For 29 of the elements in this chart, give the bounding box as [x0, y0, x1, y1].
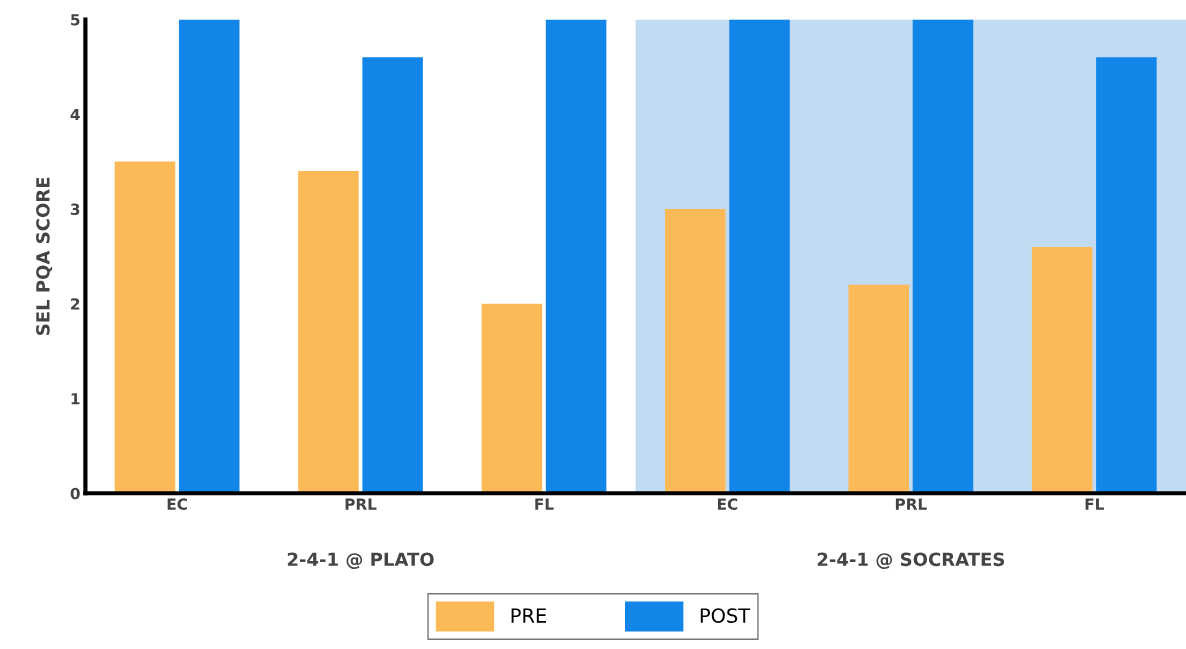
bar	[178, 19, 240, 494]
x-tick-label: FL	[1085, 498, 1104, 510]
y-axis-title: SEL PQA SCORE	[36, 177, 53, 335]
y-tick-label: 5	[71, 14, 80, 26]
x-tick-label: PRL	[345, 498, 377, 510]
y-tick-label: 3	[70, 203, 80, 215]
bar	[298, 171, 359, 494]
bar	[1031, 246, 1093, 494]
bar	[729, 19, 790, 494]
bar	[912, 19, 974, 494]
bar	[665, 208, 726, 494]
bar	[545, 19, 607, 494]
bar	[114, 161, 176, 494]
bar	[848, 284, 910, 494]
x-tick-label: EC	[167, 498, 187, 510]
text: 2-4-1 @ PLATO	[287, 552, 434, 570]
y-tick-label: 2	[71, 298, 80, 310]
legend-label: POST	[700, 608, 751, 623]
bar	[362, 57, 423, 494]
y-tick-label: 0	[70, 487, 80, 500]
bar	[481, 303, 543, 494]
y-tick-label: 4	[70, 108, 80, 121]
x-tick-label: FL	[535, 498, 554, 510]
x-tick-label: EC	[717, 498, 738, 510]
text: 2-4-1 @ SOCRATES	[817, 552, 1005, 570]
bar	[1096, 57, 1157, 494]
x-tick-label: PRL	[895, 498, 927, 510]
y-tick-label: 1	[71, 393, 80, 405]
legend-label: PRE	[511, 608, 546, 623]
